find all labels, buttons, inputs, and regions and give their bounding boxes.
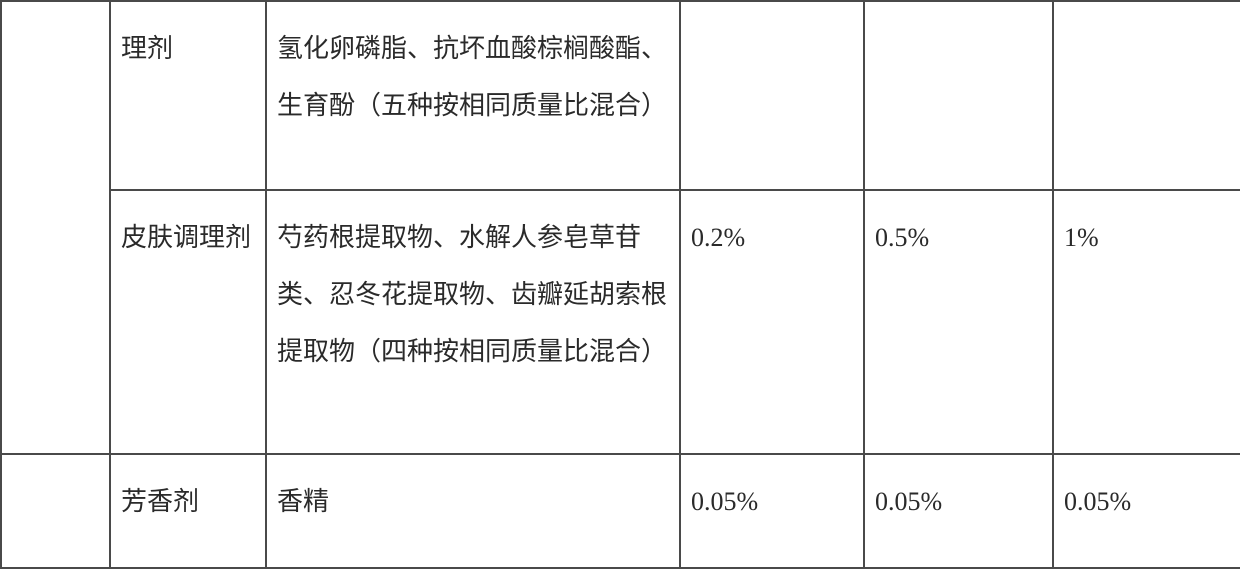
cell-category: 理剂 bbox=[110, 1, 266, 190]
table-row: 理剂 氢化卵磷脂、抗坏血酸棕榈酸酯、生育酚（五种按相同质量比混合） bbox=[1, 1, 1240, 190]
cell-pct-a bbox=[680, 1, 864, 190]
table-container: 理剂 氢化卵磷脂、抗坏血酸棕榈酸酯、生育酚（五种按相同质量比混合） 皮肤调理剂 … bbox=[0, 0, 1240, 569]
cell-group bbox=[1, 454, 110, 568]
cell-pct-a: 0.05% bbox=[680, 454, 864, 568]
table-row: 皮肤调理剂 芍药根提取物、水解人参皂草苷类、忍冬花提取物、齿瓣延胡索根提取物（四… bbox=[1, 190, 1240, 454]
cell-ingredients: 芍药根提取物、水解人参皂草苷类、忍冬花提取物、齿瓣延胡索根提取物（四种按相同质量… bbox=[266, 190, 680, 454]
cell-pct-a: 0.2% bbox=[680, 190, 864, 454]
cell-group bbox=[1, 1, 110, 454]
cell-pct-b: 0.5% bbox=[864, 190, 1053, 454]
cell-category: 芳香剂 bbox=[110, 454, 266, 568]
cell-pct-c bbox=[1053, 1, 1240, 190]
cell-pct-c: 0.05% bbox=[1053, 454, 1240, 568]
cell-ingredients: 香精 bbox=[266, 454, 680, 568]
cell-category: 皮肤调理剂 bbox=[110, 190, 266, 454]
cell-pct-b bbox=[864, 1, 1053, 190]
table-row: 芳香剂 香精 0.05% 0.05% 0.05% bbox=[1, 454, 1240, 568]
cell-pct-c: 1% bbox=[1053, 190, 1240, 454]
cell-ingredients: 氢化卵磷脂、抗坏血酸棕榈酸酯、生育酚（五种按相同质量比混合） bbox=[266, 1, 680, 190]
ingredients-table: 理剂 氢化卵磷脂、抗坏血酸棕榈酸酯、生育酚（五种按相同质量比混合） 皮肤调理剂 … bbox=[0, 0, 1240, 569]
cell-pct-b: 0.05% bbox=[864, 454, 1053, 568]
